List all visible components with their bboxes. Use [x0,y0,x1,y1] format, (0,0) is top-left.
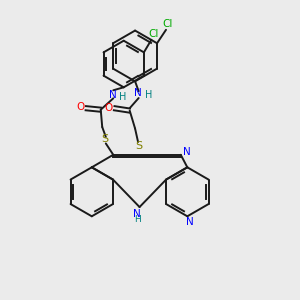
Text: N: N [186,217,194,227]
Text: N: N [133,208,141,219]
Text: H: H [134,215,140,224]
Text: N: N [110,90,117,100]
Text: S: S [102,134,109,144]
Text: H: H [146,90,153,100]
Text: S: S [135,140,142,151]
Text: H: H [119,92,127,102]
Text: Cl: Cl [148,29,158,39]
Text: O: O [76,102,84,112]
Text: N: N [134,88,142,98]
Text: N: N [184,147,191,158]
Text: Cl: Cl [162,20,173,29]
Text: O: O [104,103,112,112]
